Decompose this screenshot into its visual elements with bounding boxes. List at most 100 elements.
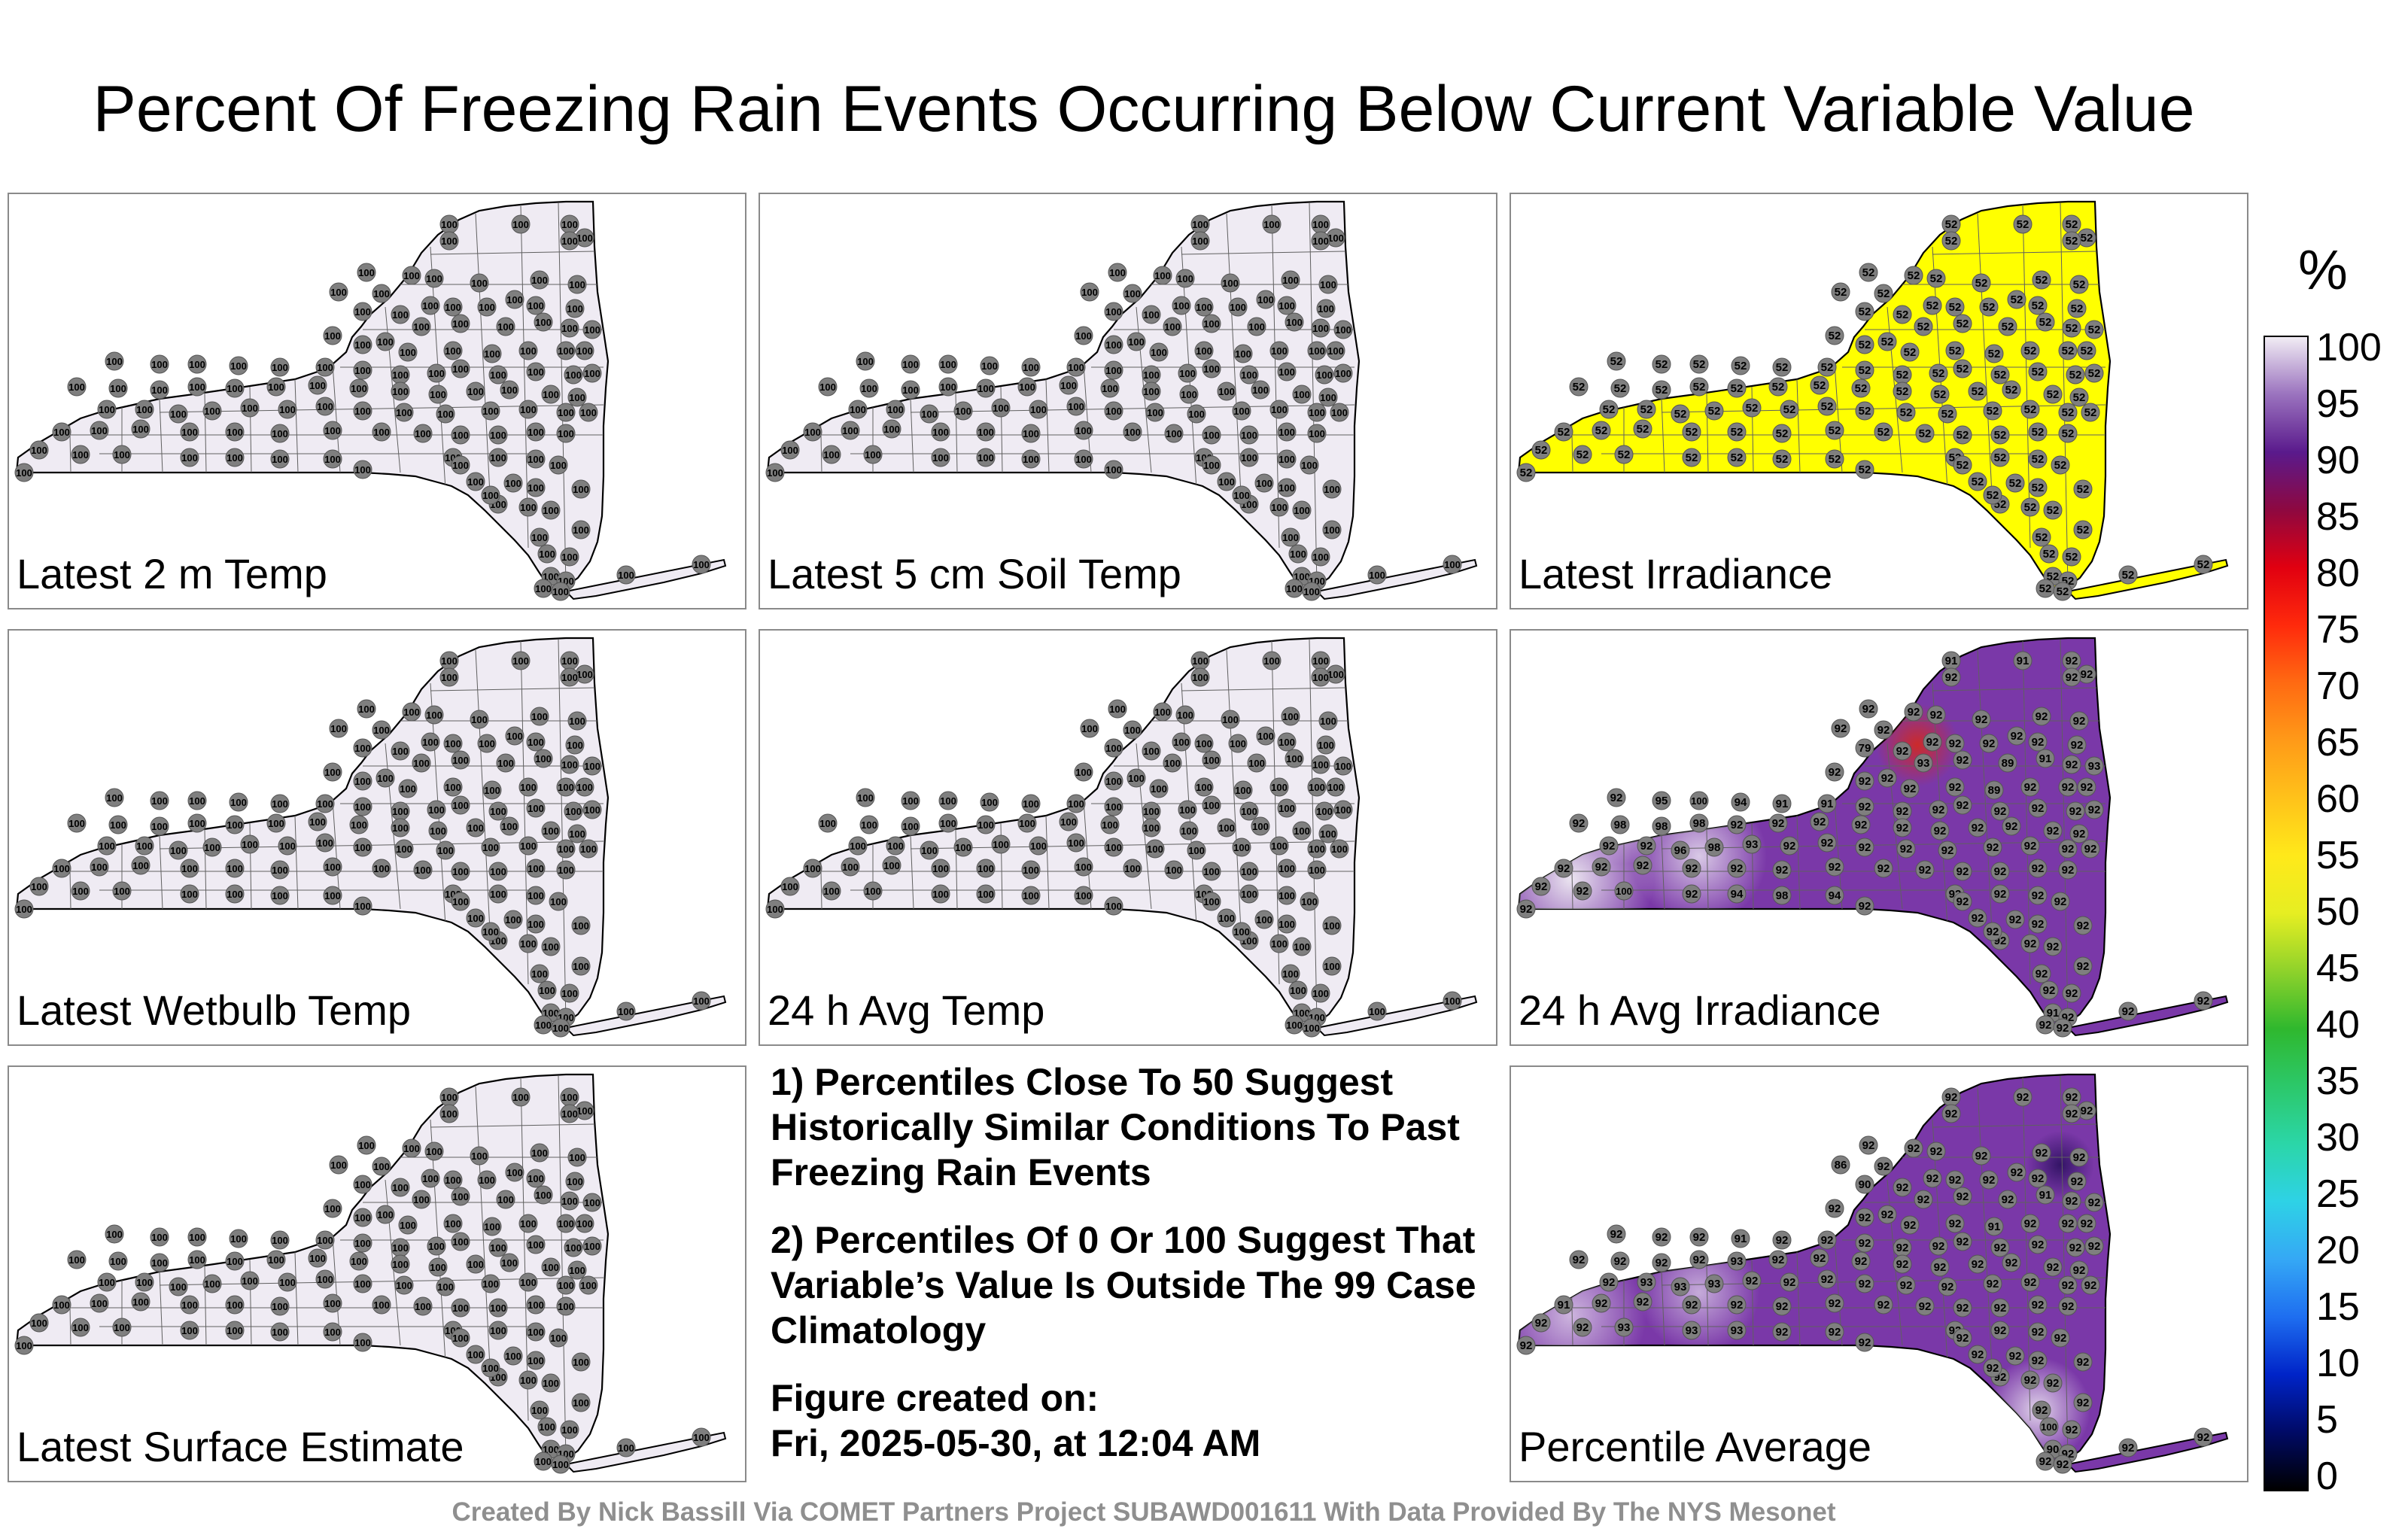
station-marker: 100	[1277, 362, 1297, 381]
station-value: 100	[576, 1105, 593, 1117]
station-marker: 52	[1855, 460, 1874, 479]
station-value: 100	[31, 445, 47, 456]
station-marker: 100	[1017, 377, 1037, 397]
station-value: 100	[309, 380, 326, 391]
station-marker: 100	[571, 520, 591, 540]
station-marker: 100	[1104, 302, 1123, 321]
station-value: 100	[1312, 672, 1329, 683]
station-value: 92	[2062, 1279, 2075, 1292]
station-value: 92	[1877, 1299, 1890, 1312]
station-marker: 100	[526, 422, 546, 442]
station-marker: 100	[1285, 312, 1304, 332]
station-marker: 100	[526, 1169, 546, 1188]
station-value: 100	[189, 1232, 205, 1243]
station-marker: 91	[1554, 1295, 1573, 1315]
station-value: 100	[392, 746, 409, 757]
station-value: 100	[1235, 785, 1251, 796]
station-marker: 100	[1221, 710, 1240, 729]
station-marker: 100	[229, 792, 248, 812]
station-marker: 92	[1877, 1205, 1897, 1224]
station-value: 100	[1241, 866, 1257, 877]
station-marker: 100	[1017, 813, 1037, 833]
station-marker: 52	[2118, 565, 2138, 585]
station-marker: 100	[1221, 273, 1240, 293]
station-marker: 100	[500, 1253, 519, 1272]
panel-label: Percentile Average	[1519, 1423, 1872, 1470]
station-value: 100	[392, 309, 409, 321]
county-border	[1932, 687, 2097, 692]
station-value: 92	[2047, 1377, 2060, 1390]
station-marker: 52	[2028, 362, 2048, 381]
station-value: 96	[1674, 844, 1687, 857]
station-marker: 92	[1573, 881, 1592, 901]
station-marker: 100	[315, 794, 335, 813]
station-marker: 92	[1941, 1104, 1961, 1123]
station-value: 100	[1616, 886, 1632, 897]
station-marker: 100	[579, 839, 598, 859]
station-marker: 52	[1742, 398, 1762, 418]
station-marker: 100	[1269, 777, 1289, 797]
station-marker: 100	[1202, 795, 1221, 815]
station-value: 100	[520, 502, 537, 513]
station-value: 100	[467, 1349, 484, 1360]
station-value: 100	[467, 476, 484, 488]
station-value: 100	[565, 1242, 582, 1254]
station-value: 52	[2017, 218, 2029, 231]
station-marker: 100	[466, 818, 485, 837]
station-value: 100	[490, 866, 506, 877]
station-value: 100	[136, 1277, 153, 1288]
station-value: 100	[842, 425, 859, 436]
panel-label: 24 h Avg Temp	[768, 986, 1045, 1034]
station-marker: 100	[692, 555, 711, 574]
station-marker: 92	[1592, 1293, 1611, 1313]
station-marker: 100	[818, 377, 838, 397]
station-value: 100	[520, 1375, 537, 1386]
station-marker: 100	[353, 360, 372, 380]
station-marker: 92	[2081, 1275, 2100, 1295]
station-marker: 100	[353, 302, 372, 321]
station-marker: 52	[1855, 360, 1874, 380]
station-marker: 52	[1972, 273, 1991, 293]
station-value: 89	[1988, 784, 2001, 797]
station-value: 100	[552, 1459, 569, 1470]
station-value: 92	[1975, 713, 1988, 726]
panel-label: Latest Wetbulb Temp	[17, 986, 412, 1034]
station-value: 100	[16, 1340, 32, 1351]
station-value: 100	[1257, 294, 1274, 305]
station-marker: 92	[2039, 980, 2059, 1000]
station-value: 100	[1444, 559, 1461, 570]
station-marker: 100	[1217, 818, 1236, 837]
station-marker: 100	[1108, 263, 1127, 282]
station-value: 100	[1312, 552, 1329, 563]
station-value: 100	[1179, 368, 1196, 379]
station-value: 52	[1877, 426, 1890, 439]
station-marker: 52	[2005, 473, 2025, 493]
station-marker: 100	[841, 857, 860, 877]
station-value: 100	[354, 464, 371, 476]
station-marker: 100	[518, 341, 538, 360]
station-value: 52	[1772, 381, 1785, 394]
station-marker: 100	[1315, 365, 1334, 385]
station-marker: 92	[2028, 1322, 2048, 1342]
station-value: 92	[1783, 840, 1796, 853]
station-value: 100	[1173, 737, 1190, 748]
station-marker: 92	[1904, 702, 1923, 722]
station-marker: 100	[1100, 378, 1120, 398]
station-marker: 100	[398, 1215, 418, 1235]
station-marker: 92	[1554, 859, 1573, 878]
station-marker: 92	[1825, 1322, 1844, 1342]
station-marker: 100	[1228, 734, 1248, 753]
station-marker: 100	[240, 398, 260, 418]
station-value: 100	[373, 427, 390, 438]
station-marker: 100	[353, 335, 372, 354]
station-value: 100	[1282, 968, 1299, 980]
station-value: 92	[2062, 781, 2075, 794]
station-value: 92	[1595, 861, 1608, 874]
station-marker: 100	[466, 472, 485, 491]
station-value: 92	[2081, 1105, 2093, 1117]
station-value: 92	[2084, 843, 2097, 856]
station-marker: 52	[1877, 332, 1897, 351]
station-value: 52	[1731, 382, 1744, 395]
station-value: 100	[932, 863, 949, 874]
